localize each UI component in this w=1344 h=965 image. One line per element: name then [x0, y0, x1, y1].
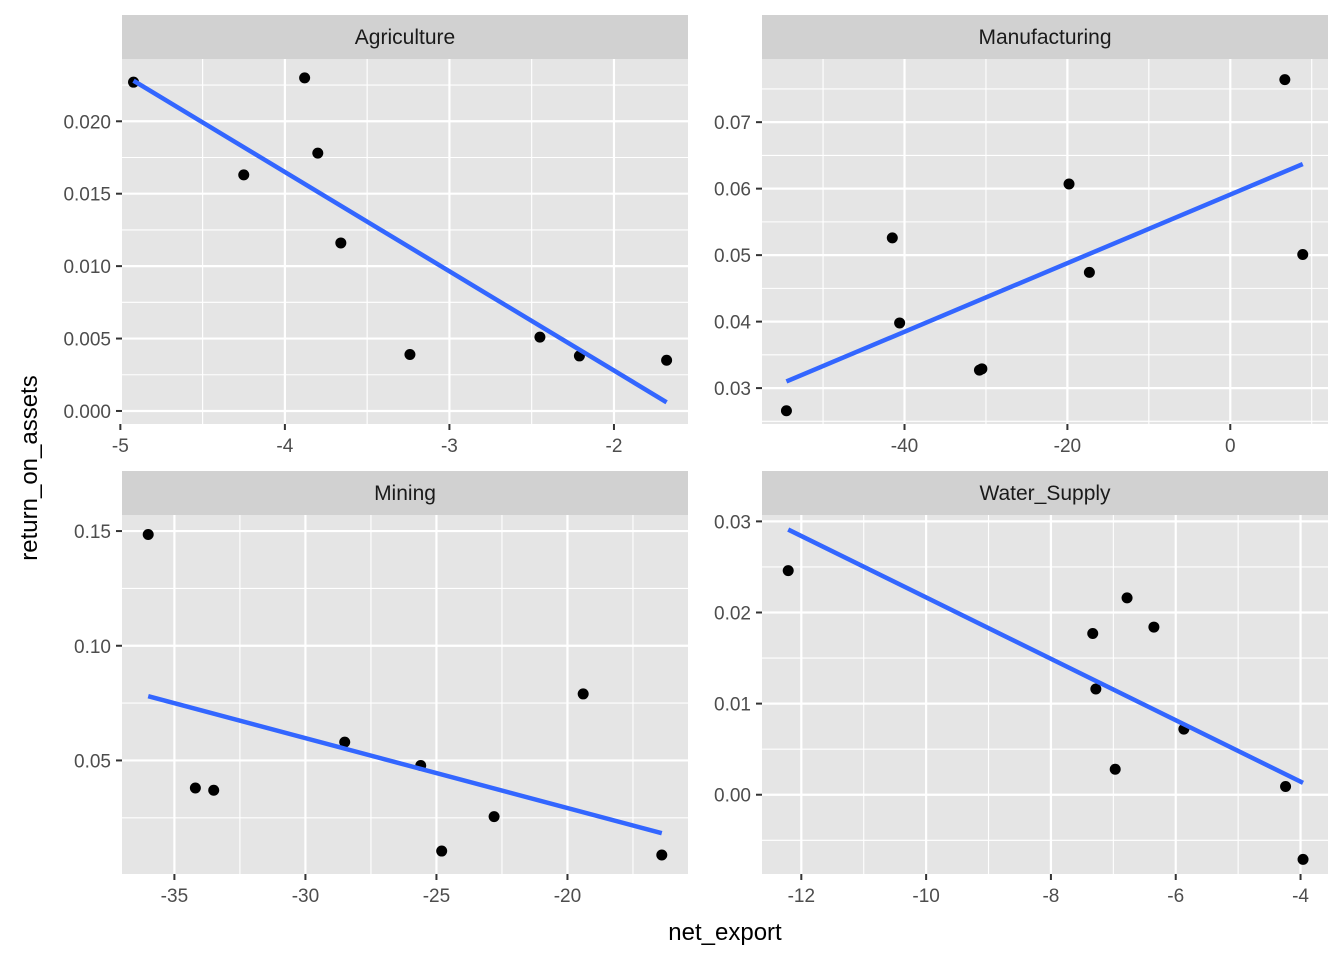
data-point: [1121, 592, 1133, 604]
data-point: [534, 331, 546, 343]
y-tick-label: 0.010: [63, 257, 111, 278]
x-tick-label: -35: [161, 886, 188, 907]
y-tick-label: 0.03: [714, 379, 751, 400]
y-tick-label: 0.015: [63, 185, 111, 206]
x-tick-label: -25: [423, 886, 450, 907]
grid-lines: [119, 59, 688, 424]
grid-lines: [762, 59, 1328, 424]
x-tick-label: -8: [1042, 886, 1059, 907]
y-axis-title: return_on_assets: [16, 375, 43, 560]
data-point: [894, 317, 906, 329]
y-tick-label: 0.10: [74, 637, 111, 658]
data-points: [780, 74, 1309, 417]
panel-background: [122, 59, 688, 424]
x-axis-title: net_export: [668, 919, 782, 946]
data-point: [1280, 781, 1292, 793]
data-point: [1090, 683, 1102, 695]
data-point: [1083, 266, 1095, 278]
x-tick-label: -40: [891, 436, 918, 457]
facet-strip-label: Water_Supply: [979, 482, 1111, 505]
x-tick-label: 0: [1225, 436, 1236, 457]
regression-line: [785, 161, 1304, 384]
data-point: [312, 147, 324, 159]
panel-manufacturing: Manufacturing -40 -20 0 0.03 0.04 0.05 0.06 0.07: [714, 15, 1328, 457]
x-tick-label: -4: [276, 436, 293, 457]
data-point: [1063, 178, 1075, 190]
panel-background: [122, 515, 688, 874]
y-tick-label: 0.15: [74, 522, 111, 543]
facet-strip-label: Agriculture: [355, 26, 455, 49]
x-tick-label: -12: [788, 886, 815, 907]
y-tick-label: 0.005: [63, 330, 111, 351]
data-point: [1109, 763, 1121, 775]
data-point: [976, 363, 988, 375]
y-tick-label: 0.06: [714, 180, 751, 201]
facet-strip: [762, 471, 1328, 515]
y-tick-label: 0.02: [714, 603, 751, 624]
data-point: [1297, 853, 1309, 865]
data-point: [238, 169, 250, 181]
panel-mining: Mining -35 -30 -25 -20 0.05 0.10 0.15: [74, 471, 688, 907]
data-point: [661, 354, 673, 366]
y-tick-label: 0.000: [63, 402, 111, 423]
x-tick-label: -20: [1054, 436, 1081, 457]
y-tick-label: 0.020: [63, 112, 111, 133]
facet-strip: [122, 471, 688, 515]
facet-strip: [762, 15, 1328, 59]
data-point: [335, 237, 347, 249]
grid-lines: [762, 515, 1328, 874]
data-point: [299, 72, 311, 84]
data-point: [436, 845, 448, 857]
y-tick-label: 0.07: [714, 113, 751, 134]
data-point: [1279, 74, 1291, 86]
x-tick-label: -4: [1292, 886, 1309, 907]
x-tick-label: -10: [912, 886, 939, 907]
data-point: [404, 348, 416, 360]
y-tick-label: 0.05: [714, 246, 751, 267]
data-point: [142, 528, 154, 540]
panel-agriculture: Agriculture -5 -4 -3 -2 0.000 0.005 0.010 0.015 0…: [63, 15, 688, 457]
facet-strip-label: Manufacturing: [978, 26, 1111, 49]
x-tick-label: -30: [292, 886, 319, 907]
y-tick-label: 0.04: [714, 313, 751, 334]
x-tick-label: -2: [606, 436, 623, 457]
regression-line: [147, 694, 663, 836]
data-points: [142, 528, 668, 861]
data-point: [189, 782, 201, 794]
y-tick-label: 0.05: [74, 751, 111, 772]
facet-strip-label: Mining: [374, 482, 436, 505]
panel-water-supply: Water_Supply -12 -10 -8 -6 -4 0.00 0.01 0.02 0.03: [714, 471, 1328, 907]
grid-lines: [122, 515, 688, 874]
x-tick-label: -5: [112, 436, 129, 457]
data-point: [1087, 627, 1099, 639]
data-points: [782, 565, 1309, 865]
y-tick-label: 0.03: [714, 512, 751, 533]
panels-layer: Agriculture-5 -4 -3 -20.0000.0050.0100.0150…: [63, 15, 1328, 907]
facet-strip: [122, 15, 688, 59]
y-tick-label: 0.01: [714, 695, 751, 716]
data-point: [780, 405, 792, 417]
panel-background: [762, 515, 1328, 874]
data-point: [208, 784, 220, 796]
x-tick-label: -3: [441, 436, 458, 457]
data-point: [488, 811, 500, 823]
y-tick-label: 0.00: [714, 786, 751, 807]
data-point: [782, 565, 794, 577]
data-point: [1148, 621, 1160, 633]
data-point: [339, 736, 351, 748]
data-point: [1297, 248, 1309, 260]
regression-line: [787, 527, 1305, 785]
panel-background: [762, 59, 1328, 424]
x-tick-label: -6: [1167, 886, 1184, 907]
regression-line: [132, 78, 668, 405]
data-point: [577, 688, 589, 700]
data-point: [886, 232, 898, 244]
x-tick-label: -20: [554, 886, 581, 907]
data-point: [656, 849, 668, 861]
